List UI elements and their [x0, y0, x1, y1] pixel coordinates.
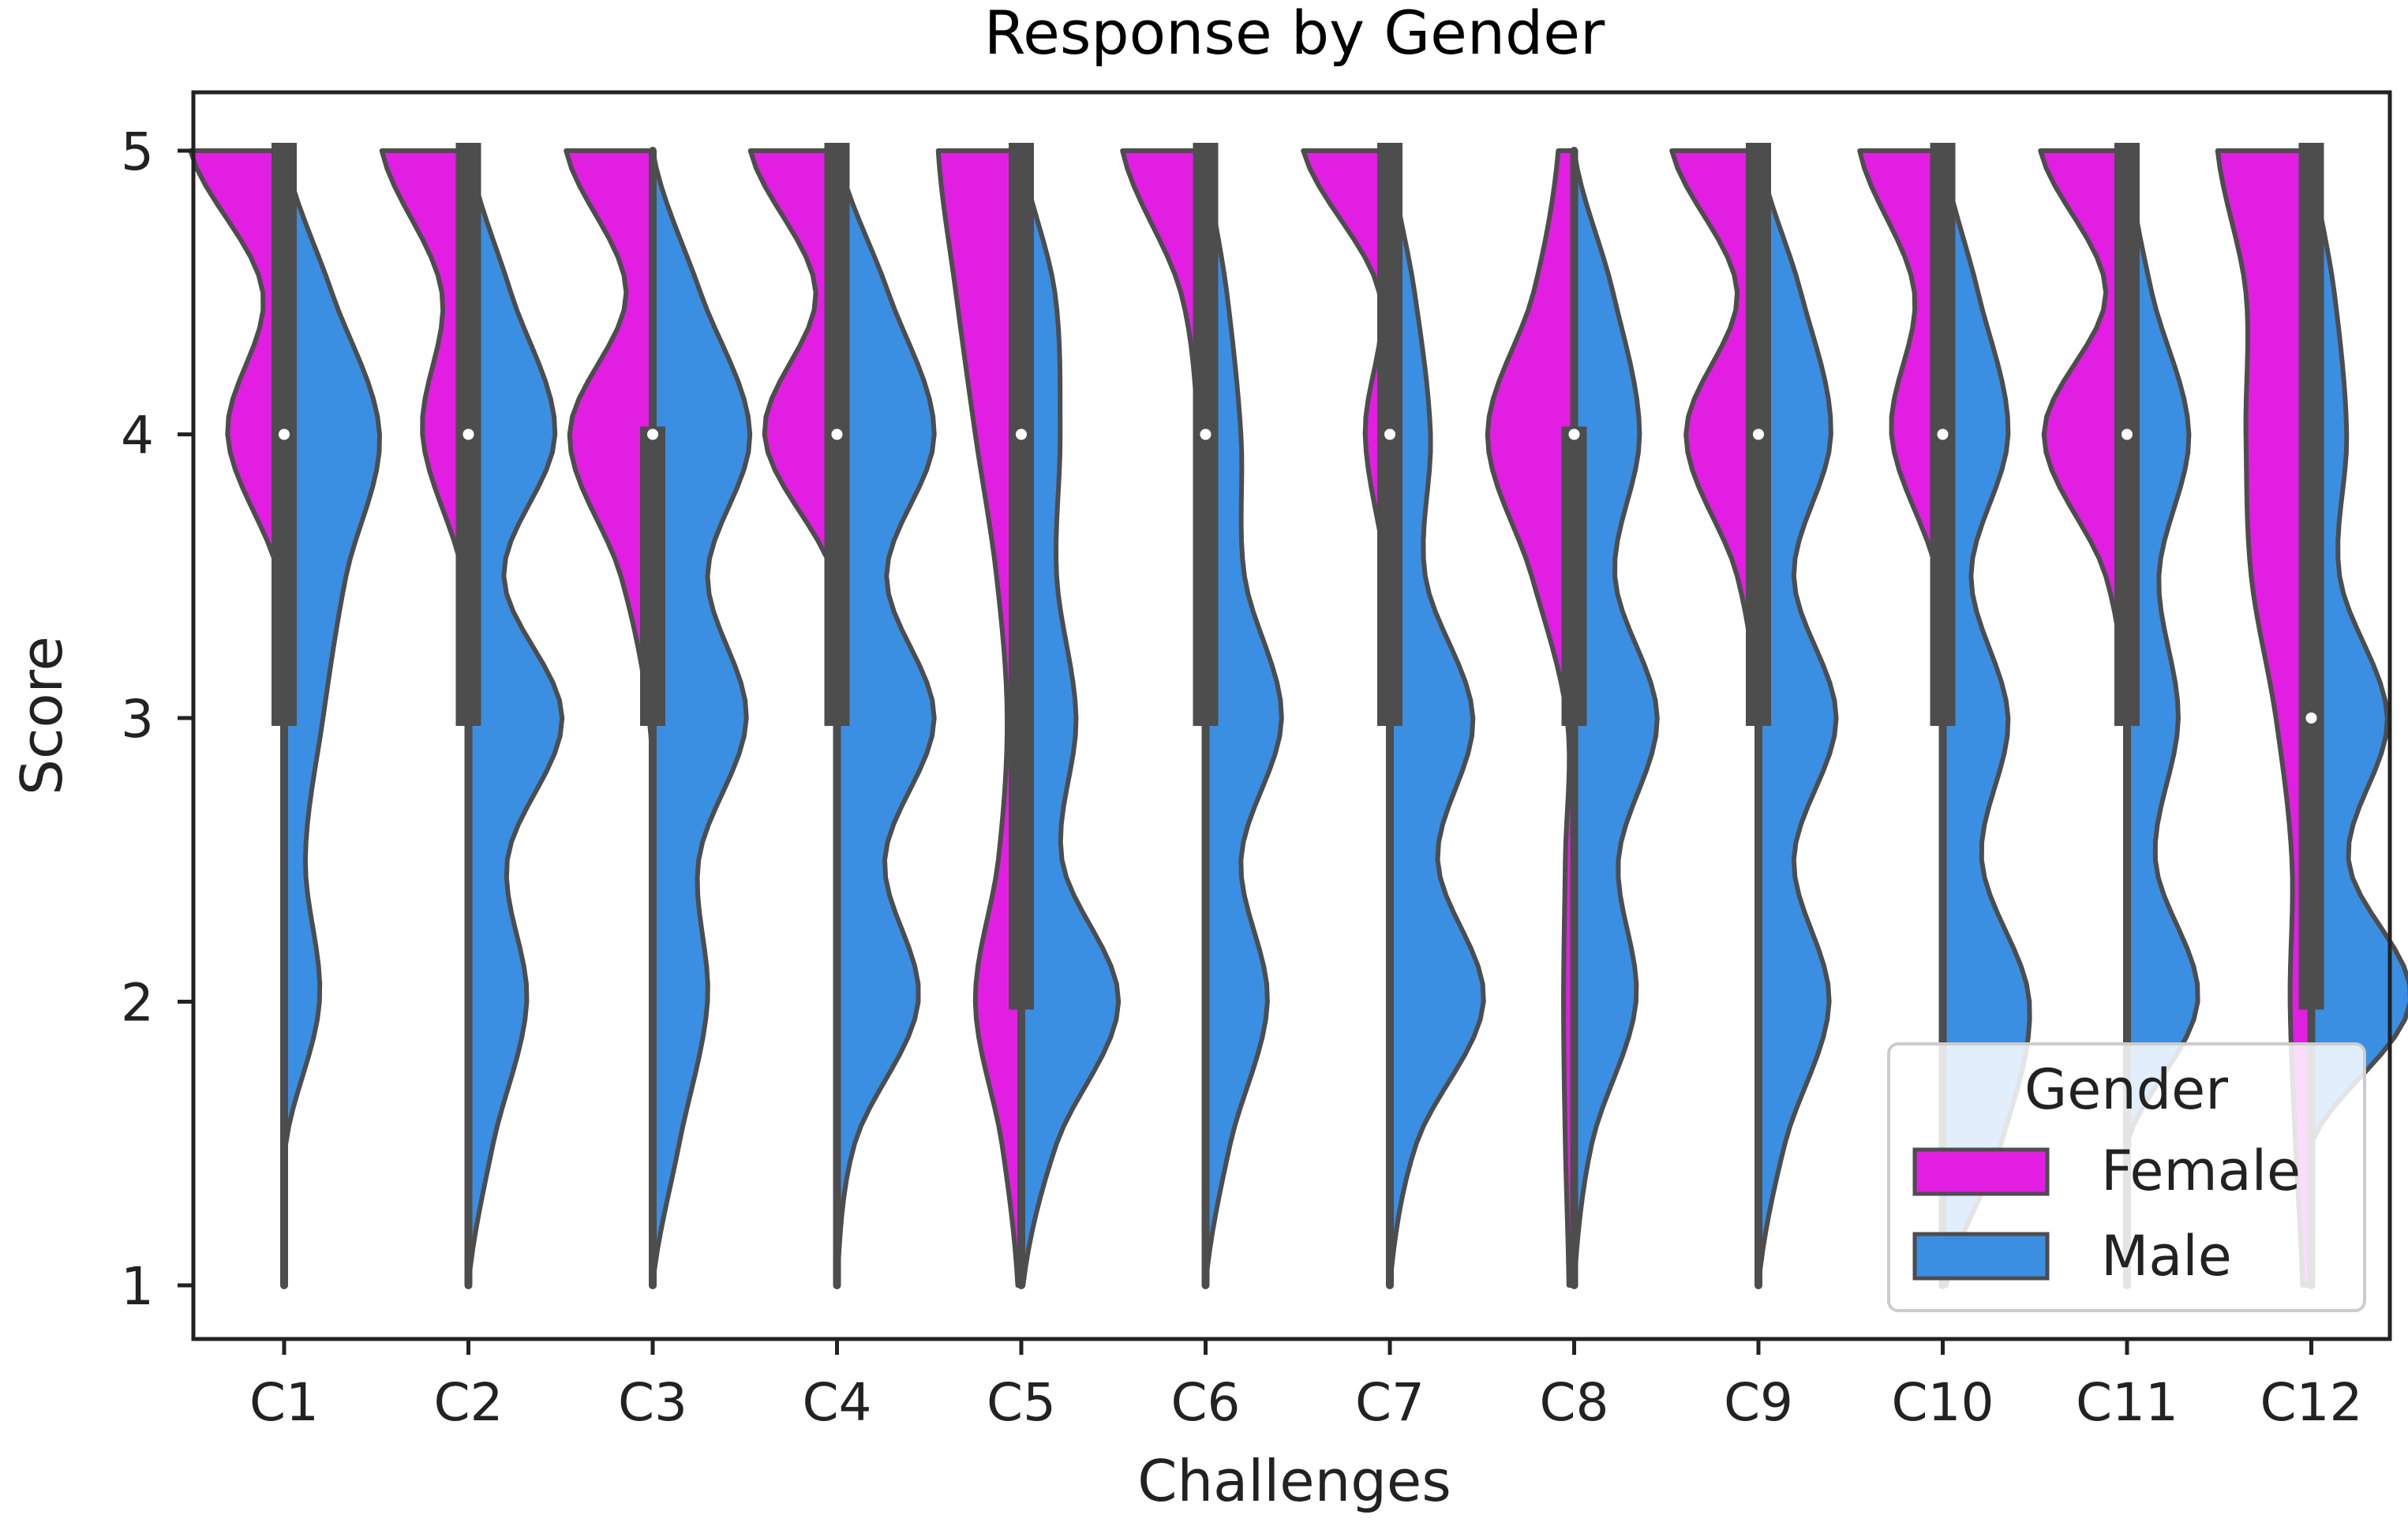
median-c7 [1384, 428, 1395, 440]
median-c3 [647, 428, 658, 440]
x-axis-label: Challenges [1137, 1448, 1451, 1514]
x-tick-label-c11: C11 [2076, 1372, 2178, 1433]
median-c12 [2305, 713, 2317, 724]
violin-male-c8 [1571, 148, 1660, 1288]
median-c2 [463, 428, 474, 440]
x-tick-label-c7: C7 [1355, 1372, 1425, 1433]
legend-swatch-female [1912, 1147, 2050, 1196]
median-c10 [1937, 428, 1949, 440]
box-c12 [2298, 143, 2324, 1010]
median-c5 [1016, 428, 1027, 440]
violin-female-c9 [1669, 148, 1761, 1288]
box-c5 [1009, 143, 1034, 1010]
x-tick-label-c3: C3 [618, 1372, 687, 1433]
chart-title: Response by Gender [984, 0, 1605, 68]
violin-male-c7 [1388, 148, 1486, 1288]
x-tick-label-c4: C4 [802, 1372, 871, 1433]
violin-male-c3 [650, 148, 753, 1288]
median-c6 [1200, 428, 1211, 440]
y-tick-label-5: 5 [121, 122, 154, 182]
median-c8 [1568, 428, 1580, 440]
violin-female-c3 [564, 148, 655, 1288]
x-tick-label-c9: C9 [1724, 1372, 1793, 1433]
violin-male-c2 [466, 148, 565, 1288]
y-axis-label: Score [9, 636, 75, 795]
violin-female-c2 [379, 148, 471, 1288]
x-tick-label-c1: C1 [249, 1372, 319, 1433]
y-axis: 1 2 3 4 5 [121, 122, 193, 1317]
violin-female-c4 [747, 148, 840, 1288]
legend-label-female: Female [2101, 1139, 2301, 1203]
x-tick-label-c8: C8 [1539, 1372, 1608, 1433]
violin-female-c1 [188, 148, 286, 1288]
legend-title: Gender [2024, 1057, 2228, 1122]
x-tick-label-c10: C10 [1891, 1372, 1994, 1433]
violin-male-c1 [282, 148, 382, 1288]
y-tick-label-2: 2 [121, 973, 154, 1034]
violin-male-c6 [1203, 148, 1284, 1288]
x-tick-label-c5: C5 [987, 1372, 1056, 1433]
violin-male-c5 [1019, 148, 1122, 1288]
box-c8 [1561, 426, 1587, 726]
plot-frame [191, 90, 2392, 1341]
x-axis: C1 C2 C3 C4 C5 C6 C7 C8 C9 C10 C11 C12 [249, 1339, 2363, 1433]
median-c4 [831, 428, 843, 440]
violin-male-c4 [834, 148, 937, 1288]
median-c1 [279, 428, 290, 440]
violin-female-c7 [1301, 148, 1392, 1288]
violin-layer [188, 148, 2408, 1288]
legend: Gender Female Male [1887, 1042, 2366, 1312]
x-tick-label-c12: C12 [2260, 1372, 2362, 1433]
median-c11 [2122, 428, 2133, 440]
legend-swatch-male [1912, 1232, 2050, 1281]
y-tick-label-1: 1 [121, 1256, 154, 1317]
violin-female-c8 [1485, 148, 1577, 1288]
y-tick-label-3: 3 [121, 689, 154, 750]
x-tick-label-c6: C6 [1170, 1372, 1240, 1433]
box-c3 [640, 426, 665, 726]
violin-female-c5 [935, 148, 1024, 1288]
y-tick-label-4: 4 [121, 406, 154, 466]
median-c9 [1753, 428, 1764, 440]
violin-male-c9 [1756, 148, 1839, 1288]
legend-label-male: Male [2101, 1224, 2232, 1288]
x-tick-label-c2: C2 [433, 1372, 503, 1433]
